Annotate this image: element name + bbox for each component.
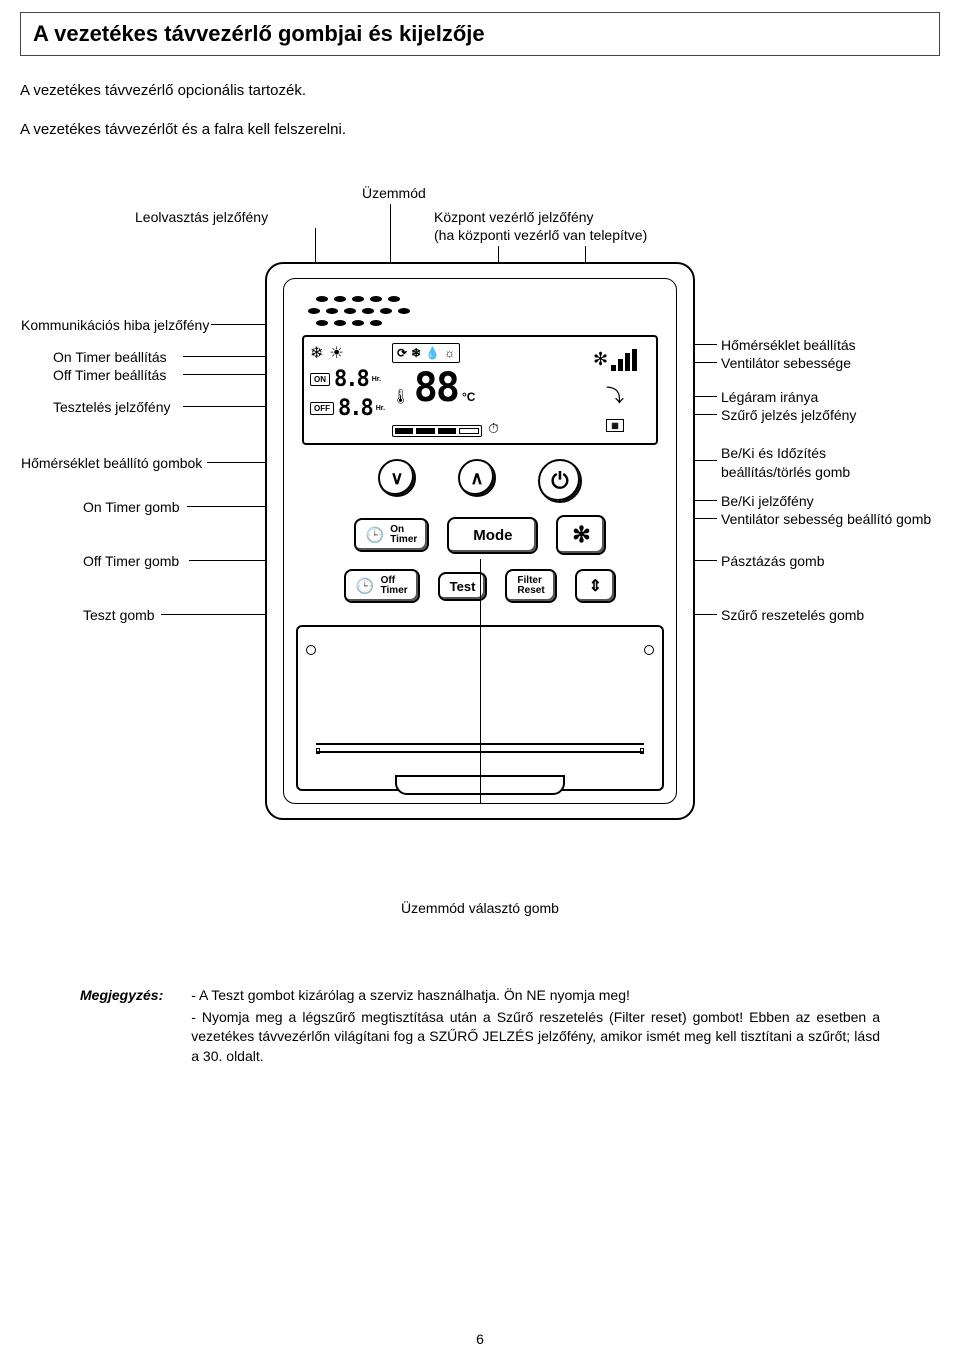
fan-icon: ✻ xyxy=(593,349,608,370)
label-filter-indicator: Szűrő jelzés jelzőfény xyxy=(721,406,856,425)
temp-up-button[interactable]: ∧ xyxy=(458,459,496,497)
filter-icon: ▦ xyxy=(606,419,624,432)
temp-down-button[interactable]: ∨ xyxy=(378,459,416,497)
dry-mode-icon: 💧 xyxy=(425,346,440,360)
speaker-grille xyxy=(302,289,442,339)
sun-icon: ☀ xyxy=(329,343,343,363)
swing-direction-icon: ⤵ xyxy=(606,382,624,408)
intro-line-2: A vezetékes távvezérlőt és a falra kell … xyxy=(20,121,940,138)
label-airflow: Légáram iránya xyxy=(721,388,818,407)
thermo-icon: 🌡 xyxy=(392,388,410,405)
page-title: A vezetékes távvezérlő gombjai és kijelz… xyxy=(33,21,927,47)
temp-value: 88 xyxy=(414,365,458,411)
note-label: Megjegyzés: xyxy=(80,986,163,1068)
page-number: 6 xyxy=(476,1331,484,1347)
note-block: Megjegyzés: - A Teszt gombot kizárólag a… xyxy=(80,986,880,1068)
clock-icon: ⏱ xyxy=(488,420,499,437)
on-timer-button[interactable]: 🕒 On Timer xyxy=(354,518,430,552)
lcd-display: ❄ ☀ ON 8.8 Hr. OFF 8.8 Hr. xyxy=(302,335,658,445)
label-test-button: Teszt gomb xyxy=(83,606,155,625)
filter-reset-button[interactable]: Filter Reset xyxy=(505,569,556,603)
label-on-timer-set: On Timer beállítás xyxy=(53,348,167,367)
progress-bar-icon xyxy=(392,425,482,437)
off-hr-label: Hr. xyxy=(376,405,385,412)
temp-unit: °C xyxy=(462,390,475,404)
off-timer-button[interactable]: 🕒 Off Timer xyxy=(344,569,420,603)
off-timer-value: 8.8 xyxy=(338,396,372,421)
clock-icon: 🕒 xyxy=(356,577,375,595)
label-comm-error: Kommunikációs hiba jelzőfény xyxy=(21,316,209,335)
heat-mode-icon: ☼ xyxy=(444,346,455,360)
mode-select-caption: Üzemmód választó gomb xyxy=(20,900,940,916)
intro-text: A vezetékes távvezérlő opcionális tartoz… xyxy=(20,82,940,138)
fan-speed-bars xyxy=(611,349,637,371)
top-labels: Leolvasztás jelzőfény Üzemmód Központ ve… xyxy=(20,184,940,254)
mode-button[interactable]: Mode xyxy=(447,517,538,554)
on-hr-label: Hr. xyxy=(372,376,381,383)
remote-body: ❄ ☀ ON 8.8 Hr. OFF 8.8 Hr. xyxy=(265,262,695,820)
device-diagram: Kommunikációs hiba jelzőfény On Timer be… xyxy=(21,262,939,852)
label-central: Központ vezérlő jelzőfény (ha központi v… xyxy=(434,208,647,244)
label-swing-button: Pásztázás gomb xyxy=(721,552,825,571)
title-box: A vezetékes távvezérlő gombjai és kijelz… xyxy=(20,12,940,56)
label-on-timer-button: On Timer gomb xyxy=(83,498,179,517)
auto-mode-icon: ⟳ xyxy=(397,346,407,360)
note-line-1: - A Teszt gombot kizárólag a szerviz has… xyxy=(191,986,880,1006)
label-power-timer: Be/Ki és Időzítés beállítás/törlés gomb xyxy=(721,444,850,482)
off-badge: OFF xyxy=(310,402,334,415)
label-temp-setting: Hőmérséklet beállítás xyxy=(721,336,856,355)
fan-icon: ✻ xyxy=(572,522,590,548)
swing-icon: ⇕ xyxy=(589,576,602,596)
label-mode-top: Üzemmód xyxy=(362,184,426,202)
label-power-indicator: Be/Ki jelzőfény xyxy=(721,492,814,511)
label-off-timer-set: Off Timer beállítás xyxy=(53,366,166,385)
fan-speed-button[interactable]: ✻ xyxy=(556,515,606,555)
note-line-2: - Nyomja meg a légszűrő megtisztítása ut… xyxy=(191,1008,880,1067)
defrost-icon: ❄ xyxy=(310,343,323,363)
screw-icon xyxy=(306,645,316,655)
cool-mode-icon: ❄ xyxy=(411,346,421,360)
power-button[interactable]: ⏻ xyxy=(538,459,582,503)
power-icon: ⏻ xyxy=(551,468,568,494)
button-row-1: 🕒 On Timer Mode ✻ xyxy=(300,515,660,555)
label-fan-speed: Ventilátor sebessége xyxy=(721,354,851,373)
label-temp-buttons: Hőmérséklet beállító gombok xyxy=(21,454,202,473)
on-badge: ON xyxy=(310,373,330,386)
label-filter-reset-button: Szűrő reszetelés gomb xyxy=(721,606,864,625)
clock-icon: 🕒 xyxy=(366,526,385,544)
label-off-timer-button: Off Timer gomb xyxy=(83,552,179,571)
mode-icons-box: ⟳ ❄ 💧 ☼ xyxy=(392,343,460,363)
swing-button[interactable]: ⇕ xyxy=(575,569,616,603)
screw-icon xyxy=(644,645,654,655)
label-test-indicator: Tesztelés jelzőfény xyxy=(53,398,171,417)
intro-line-1: A vezetékes távvezérlő opcionális tartoz… xyxy=(20,82,940,99)
on-timer-value: 8.8 xyxy=(334,367,368,392)
mode-leader-line xyxy=(480,559,481,804)
label-fan-button: Ventilátor sebesség beállító gomb xyxy=(721,510,931,529)
circle-button-row: ∨ ∧ ⏻ xyxy=(378,459,582,503)
label-defrost: Leolvasztás jelzőfény xyxy=(135,208,268,226)
